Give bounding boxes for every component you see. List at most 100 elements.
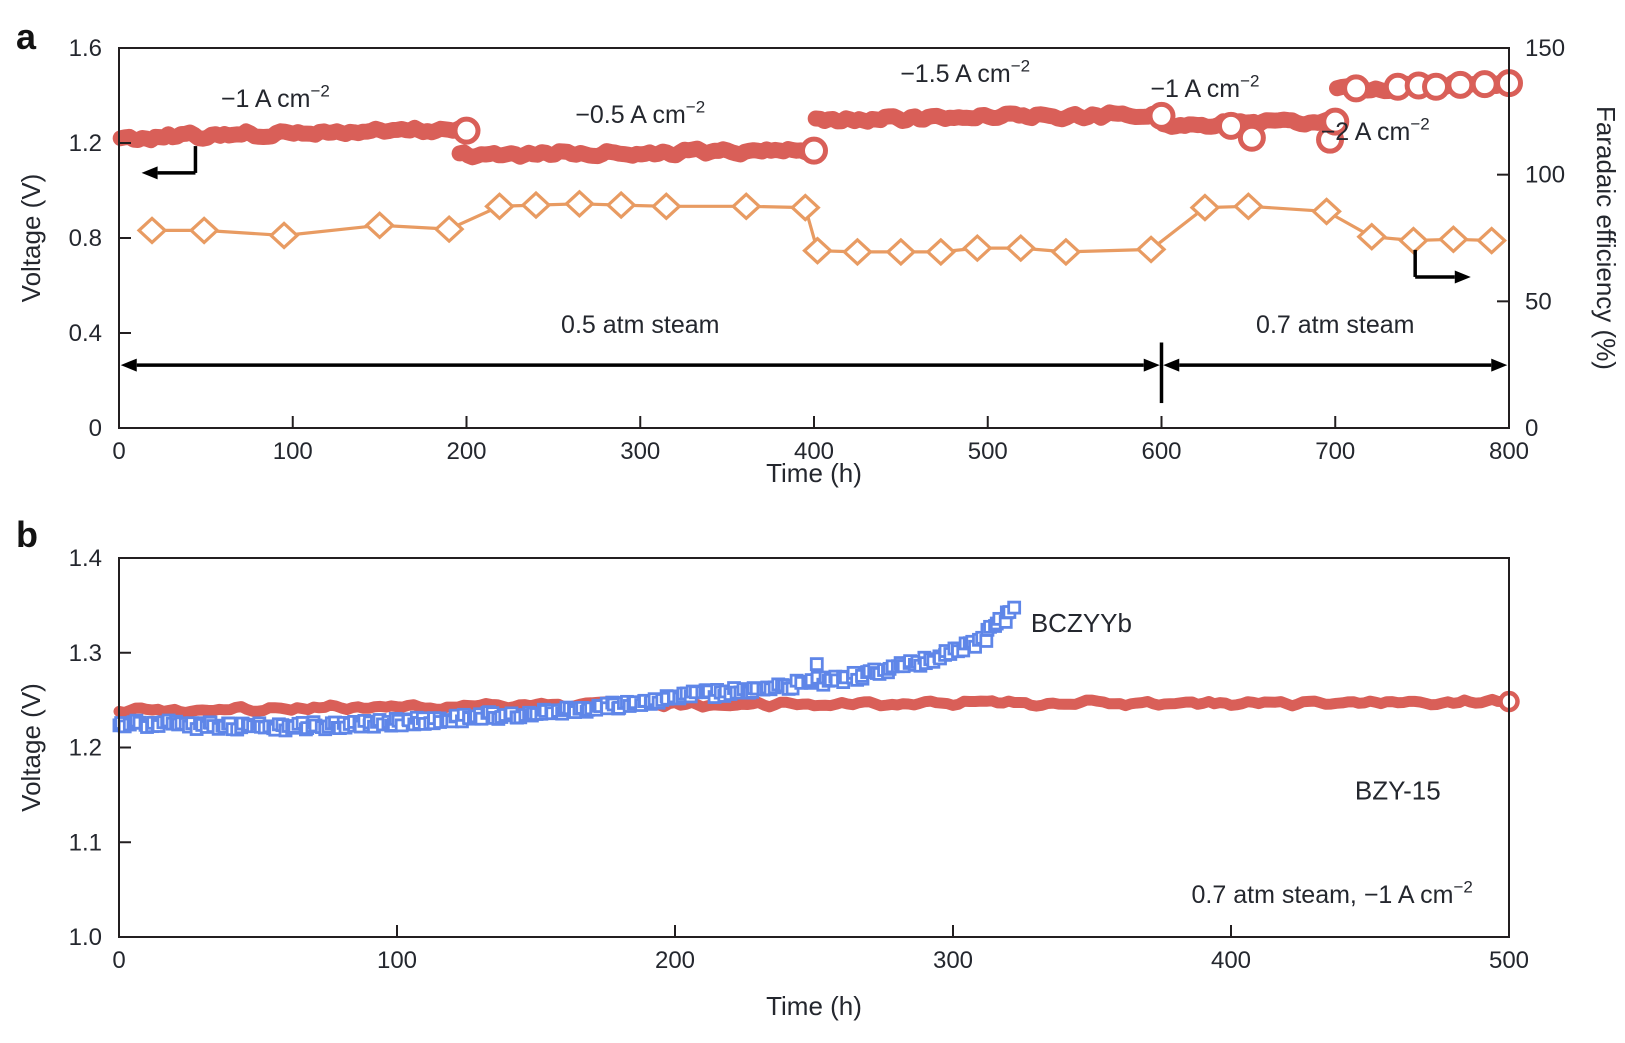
y-tick-label: 1.1 bbox=[69, 829, 102, 856]
x-tick-label: 600 bbox=[1141, 438, 1181, 465]
voltage-end-circle bbox=[1321, 107, 1350, 136]
condition-annotation: 0.7 atm steam, −1 A cm−2 bbox=[1192, 877, 1473, 909]
faradaic-diamond bbox=[605, 190, 637, 220]
x-tick-label: 300 bbox=[933, 947, 973, 974]
x-tick-label: 0 bbox=[112, 947, 125, 974]
faradaic-diamond bbox=[802, 236, 833, 265]
y-right-axis-title: Faradaic efficiency (%) bbox=[1591, 106, 1621, 370]
x-tick-label: 800 bbox=[1489, 438, 1529, 465]
x-tick-label: 200 bbox=[446, 438, 486, 465]
steam-arrow bbox=[120, 358, 1160, 372]
bczyyb-outlier-square bbox=[809, 657, 824, 672]
x-tick-label: 300 bbox=[620, 438, 660, 465]
current-density-label: −1 A cm−2 bbox=[1150, 71, 1259, 103]
y-left-tick-label: 1.2 bbox=[69, 130, 102, 157]
voltage-end-circle bbox=[800, 136, 828, 165]
faradaic-diamond bbox=[1233, 192, 1264, 221]
left-pointer-arrow bbox=[141, 166, 196, 180]
steam-regions: 0.5 atm steam 0.7 atm steam bbox=[120, 311, 1508, 404]
y-left-tick-label: 0 bbox=[89, 415, 102, 442]
faradaic-diamond bbox=[842, 237, 873, 267]
bzy15-series-label: BZY-15 bbox=[1355, 776, 1441, 806]
y-right-tick-label: 100 bbox=[1525, 162, 1565, 189]
y-right-tick-label: 50 bbox=[1525, 288, 1552, 315]
faradaic-diamond bbox=[961, 233, 993, 263]
bczyyb-square bbox=[979, 634, 994, 648]
bzy15-band bbox=[113, 693, 1515, 718]
current-density-labels: −1 A cm−2 −0.5 A cm−2 −1.5 A cm−2 −1 A cm−2… bbox=[221, 56, 1430, 145]
y-left-tick-label: 0.8 bbox=[69, 225, 102, 252]
voltage-open-circle bbox=[1422, 72, 1451, 101]
faradaic-diamond bbox=[1398, 226, 1429, 255]
voltage-open-circle bbox=[1237, 123, 1266, 152]
voltage-open-circle bbox=[1342, 74, 1371, 103]
x-tick-label: 500 bbox=[1489, 947, 1529, 974]
faradaic-diamond bbox=[1476, 226, 1507, 255]
faradaic-diamond bbox=[885, 237, 917, 267]
y-tick-label: 1.0 bbox=[69, 924, 102, 951]
x-axis-title: Time (h) bbox=[766, 991, 862, 1021]
faradaic-diamond bbox=[564, 189, 595, 218]
x-tick-label: 200 bbox=[655, 947, 695, 974]
voltage-segment bbox=[112, 119, 475, 149]
y-tick-label: 1.2 bbox=[69, 735, 102, 762]
panel-b-label: b bbox=[16, 514, 38, 555]
x-tick-label: 400 bbox=[794, 438, 834, 465]
faradaic-diamond bbox=[1005, 233, 1037, 263]
x-tick-label: 100 bbox=[273, 438, 313, 465]
faradaic-diamond bbox=[1311, 197, 1342, 226]
right-pointer-arrow bbox=[1415, 270, 1471, 284]
faradaic-diamond bbox=[364, 211, 395, 240]
faradaic-trace bbox=[136, 189, 1507, 267]
bczyyb-square bbox=[1007, 600, 1022, 615]
y-right-tick-label: 0 bbox=[1525, 415, 1538, 442]
voltage-end-circle bbox=[1147, 101, 1176, 130]
faradaic-diamond bbox=[1189, 193, 1221, 222]
faradaic-diamond bbox=[484, 192, 515, 221]
y-left-tick-label: 1.6 bbox=[69, 35, 102, 62]
faradaic-diamond bbox=[925, 237, 957, 267]
voltage-trace bbox=[112, 69, 1523, 166]
voltage-segment bbox=[1155, 111, 1344, 135]
axes: 0 100 200 300 400 500 1.0 1.1 1.2 1.3 1.4 Time (h) V… bbox=[16, 545, 1529, 1021]
voltage-segment bbox=[451, 140, 822, 166]
y-right-tick-label: 150 bbox=[1525, 35, 1565, 62]
axes: 0 100 200 300 400 500 600 700 80000.40.81.21.605… bbox=[16, 35, 1621, 488]
x-tick-label: 100 bbox=[377, 947, 417, 974]
steam-arrow bbox=[1163, 358, 1508, 372]
current-density-label: −0.5 A cm−2 bbox=[575, 98, 705, 130]
panel-a-chart: −1 A cm−2 −0.5 A cm−2 −1.5 A cm−2 −1 A cm−2… bbox=[16, 35, 1621, 488]
voltage-end-circle bbox=[452, 116, 481, 145]
faradaic-diamond bbox=[520, 190, 552, 220]
panel-b-chart: BCZYYb BZY-15 0.7 atm steam, −1 A cm−2 0 100… bbox=[16, 545, 1529, 1021]
x-axis-title: Time (h) bbox=[766, 458, 862, 488]
y-left-axis-title: Voltage (V) bbox=[16, 174, 46, 303]
y-tick-label: 1.3 bbox=[69, 640, 102, 667]
left-axis-pointer bbox=[141, 146, 198, 180]
right-axis-pointer bbox=[1413, 249, 1471, 284]
y-axis-title: Voltage (V) bbox=[16, 683, 46, 812]
steam-label: 0.5 atm steam bbox=[561, 311, 719, 339]
faradaic-diamond bbox=[433, 214, 465, 244]
faradaic-diamond bbox=[188, 216, 220, 245]
current-density-label: −1 A cm−2 bbox=[221, 81, 330, 113]
x-tick-label: 700 bbox=[1315, 438, 1355, 465]
faradaic-diamond bbox=[730, 192, 762, 221]
y-left-tick-label: 0.4 bbox=[69, 320, 102, 347]
faradaic-diamond bbox=[136, 216, 168, 245]
current-density-label: −2 A cm−2 bbox=[1321, 114, 1430, 146]
faradaic-diamond bbox=[268, 221, 300, 250]
y-tick-label: 1.4 bbox=[69, 545, 102, 572]
faradaic-diamond bbox=[1438, 225, 1469, 254]
bczyyb-series-label: BCZYYb bbox=[1031, 608, 1132, 638]
voltage-segment bbox=[807, 104, 1170, 130]
voltage-open-circle bbox=[1470, 70, 1499, 99]
x-tick-label: 0 bbox=[112, 438, 125, 465]
voltage-open-circle bbox=[1217, 111, 1245, 140]
faradaic-diamond bbox=[1356, 222, 1388, 251]
panel-a-label: a bbox=[16, 16, 37, 57]
voltage-open-circle bbox=[1446, 70, 1475, 99]
faradaic-diamond bbox=[650, 192, 682, 221]
faradaic-diamond bbox=[1135, 235, 1167, 264]
